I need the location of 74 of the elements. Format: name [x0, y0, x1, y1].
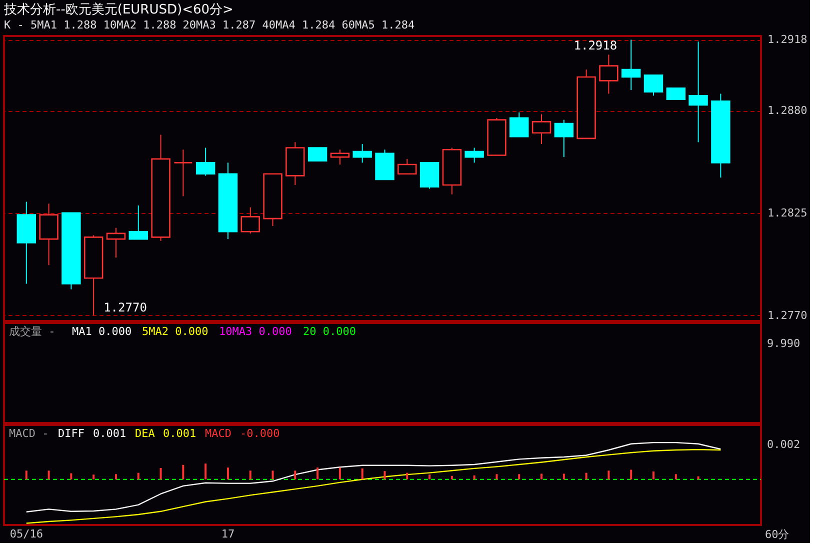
- bar: [226, 468, 229, 480]
- bar: [608, 470, 610, 480]
- candlestick: [554, 119, 574, 158]
- bar: [316, 468, 319, 480]
- bar: [496, 474, 498, 480]
- annotation: 1.2918: [574, 38, 618, 53]
- bar: [540, 474, 543, 480]
- category-label: 17: [221, 528, 235, 540]
- candlestick: [106, 227, 126, 258]
- chart-subtitle: K - 5MA1 1.288 10MA2 1.288 20MA3 1.287 40MA4 1.284 60MA5 1.284: [4, 18, 415, 32]
- y-tick-label: 1.2825: [768, 206, 808, 220]
- bar: [70, 473, 72, 480]
- bar: [114, 474, 117, 480]
- candlestick: [352, 144, 372, 164]
- bar: [562, 474, 565, 480]
- text: 10MA3 0.000: [219, 325, 292, 338]
- candlestick: [464, 147, 484, 164]
- y-tick-label: 1.2918: [768, 33, 808, 46]
- bar: [361, 468, 364, 480]
- bar: [697, 476, 700, 480]
- bar: [25, 470, 28, 480]
- bar: [249, 470, 252, 480]
- annotation: 1.2770: [104, 300, 147, 314]
- bar: [652, 471, 654, 480]
- bar: [384, 471, 386, 480]
- bar: [630, 470, 632, 480]
- y-tick-label: 1.2880: [768, 104, 808, 118]
- bar: [518, 474, 520, 480]
- candlestick: [621, 39, 641, 91]
- candlestick: [666, 88, 686, 100]
- text: 0.002: [767, 438, 800, 451]
- category-label: 05/16: [10, 528, 43, 540]
- candlestick: [240, 206, 260, 234]
- bar: [428, 474, 431, 480]
- candlestick: [398, 158, 417, 174]
- bar: [450, 476, 453, 480]
- candlestick: [174, 149, 193, 197]
- text: 20 0.000: [303, 325, 356, 338]
- bar: [272, 470, 274, 480]
- text: MACD: [205, 427, 232, 440]
- bar: [182, 464, 184, 480]
- bar: [473, 475, 476, 480]
- candlestick: [330, 149, 350, 166]
- candlestick: [196, 147, 216, 176]
- bar: [585, 472, 588, 480]
- text: -0.000: [240, 427, 280, 440]
- candlestick: [510, 112, 529, 138]
- text: DEA: [135, 427, 156, 440]
- bar: [674, 474, 677, 480]
- candlestick: [688, 41, 708, 143]
- text: 0.001: [163, 427, 196, 440]
- bar: [294, 470, 296, 480]
- bar: [48, 470, 50, 480]
- y-tick-label: 1.2770: [768, 308, 808, 322]
- chart-title: 技术分析--欧元美元(EURUSD)<60分>: [3, 2, 234, 18]
- candlestick: [644, 74, 664, 96]
- bar: [406, 472, 408, 480]
- candlestick: [599, 54, 618, 94]
- text: DIFF: [58, 427, 84, 440]
- bar: [338, 468, 341, 480]
- text: MA1 0.000: [72, 325, 132, 338]
- text: 0.001: [93, 427, 126, 440]
- text: 9.990: [767, 337, 800, 350]
- candlestick: [532, 114, 552, 145]
- text: 5MA2 0.000: [142, 325, 208, 338]
- text: 60分: [765, 528, 790, 541]
- candlestick: [308, 147, 328, 162]
- bar: [204, 464, 207, 480]
- bar: [137, 472, 140, 480]
- chart-title: MACD -: [9, 427, 49, 440]
- text: 成交量 -: [9, 325, 56, 338]
- bar: [160, 468, 162, 480]
- candlestick: [128, 205, 148, 240]
- bar: [92, 474, 95, 480]
